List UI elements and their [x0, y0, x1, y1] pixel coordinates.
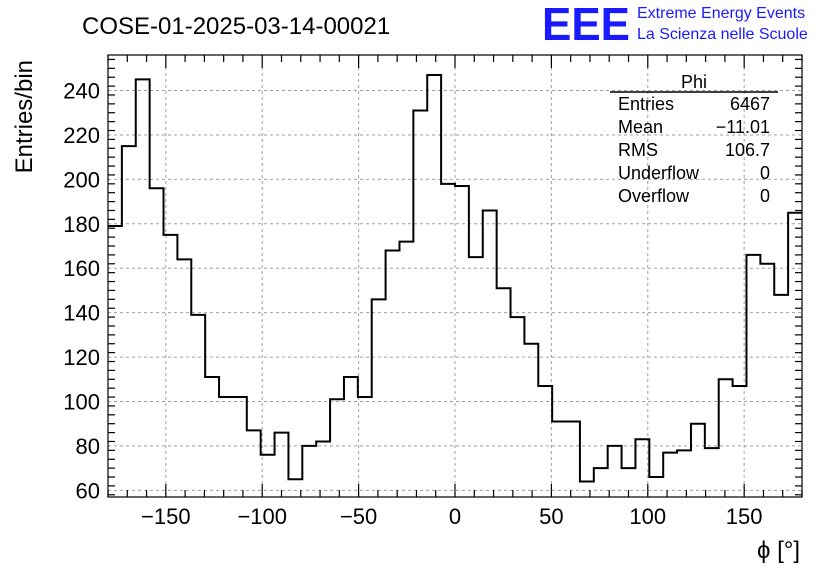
stats-value: 0: [760, 186, 770, 206]
y-tick-label: 240: [63, 79, 100, 104]
x-axis-ticks: −150 −100 −50 0 50 100 150: [107, 55, 803, 529]
y-tick-label: 200: [63, 167, 100, 192]
x-tick-label: 50: [539, 504, 563, 529]
stats-label: Entries: [618, 94, 674, 114]
stats-value: 6467: [730, 94, 770, 114]
y-tick-label: 140: [63, 301, 100, 326]
y-axis-ticks: 60 80 100 120 140 160 180 200 220 240: [63, 58, 802, 503]
x-tick-label: 0: [449, 504, 461, 529]
stats-label: RMS: [618, 140, 658, 160]
y-axis-label: Entries/bin: [11, 60, 38, 173]
stats-value: 106.7: [725, 140, 770, 160]
stats-name: Phi: [681, 72, 707, 92]
grid-lines: [108, 55, 802, 497]
stats-value: −11.01: [716, 117, 770, 137]
stats-rows: Entries 6467 Mean −11.01 RMS 106.7 Underflow 0 O…: [618, 94, 770, 206]
y-tick-label: 220: [63, 123, 100, 148]
x-axis-label: ϕ [°]: [757, 537, 800, 564]
y-tick-label: 100: [63, 389, 100, 414]
logo-line-1: Extreme Energy Events: [637, 5, 805, 22]
x-tick-label: −50: [340, 504, 377, 529]
y-tick-label: 60: [76, 478, 100, 503]
stats-label: Underflow: [618, 163, 700, 183]
stats-box: Phi Entries 6467 Mean −11.01 RMS 106.7 Underfl…: [610, 72, 778, 206]
stats-label: Mean: [618, 117, 663, 137]
stats-label: Overflow: [618, 186, 690, 206]
eee-logo: EEE Extreme Energy Events La Scienza nel…: [542, 0, 808, 50]
logo-line-2: La Scienza nelle Scuole: [637, 26, 808, 43]
histogram-outline: [108, 73, 802, 483]
x-tick-label: −150: [141, 504, 191, 529]
eee-logo-mark: EEE: [542, 0, 630, 50]
x-tick-label: −100: [237, 504, 287, 529]
x-tick-label: 100: [629, 504, 666, 529]
y-tick-label: 180: [63, 212, 100, 237]
stats-value: 0: [760, 163, 770, 183]
y-tick-label: 80: [76, 434, 100, 459]
chart-title: COSE-01-2025-03-14-00021: [82, 13, 390, 40]
y-tick-label: 120: [63, 345, 100, 370]
y-tick-label: 160: [63, 256, 100, 281]
x-tick-label: 150: [726, 504, 763, 529]
